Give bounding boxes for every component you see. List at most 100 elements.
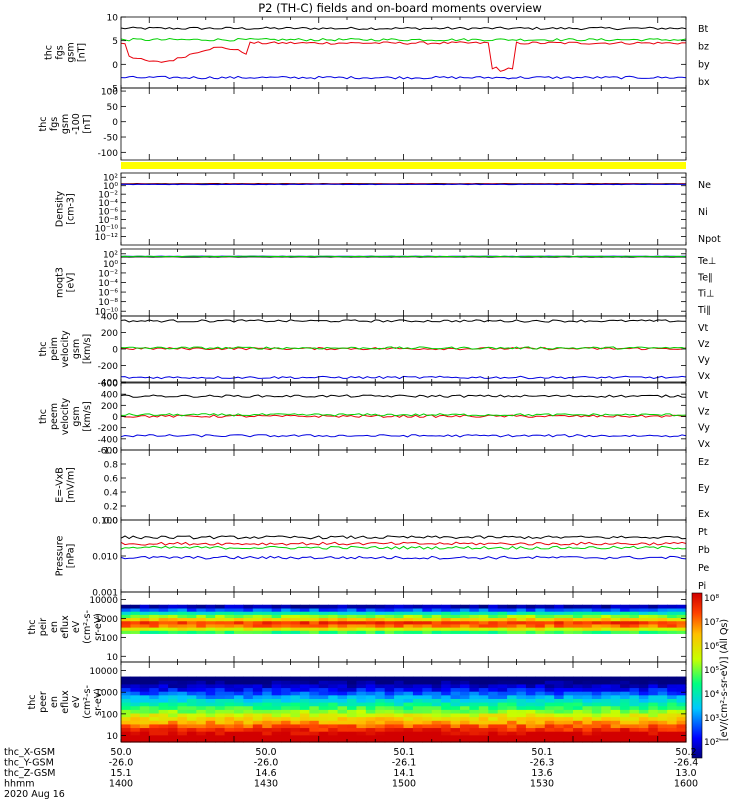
heatmap-cell: [516, 723, 527, 729]
heatmap-cell: [299, 709, 310, 714]
y-axis-label: Density: [55, 191, 66, 227]
heatmap-cell: [347, 694, 358, 699]
heatmap-cell: [431, 702, 442, 707]
heatmap-cell: [676, 604, 687, 609]
heatmap-cell: [234, 687, 245, 692]
ephemeris-label: thc_Y-GSM: [4, 758, 54, 769]
legend-bx: bx: [698, 77, 710, 88]
heatmap-cell: [441, 676, 452, 681]
heatmap-cell: [224, 683, 235, 689]
heatmap-cell: [281, 607, 292, 612]
heatmap-cell: [130, 604, 141, 609]
heatmap-cell: [243, 683, 254, 689]
heatmap-cell: [431, 731, 442, 736]
heatmap-cell: [328, 614, 339, 619]
heatmap-cell: [422, 734, 433, 739]
heatmap-cell: [601, 738, 612, 743]
heatmap-cell: [149, 691, 160, 696]
heatmap-cell: [262, 716, 273, 721]
heatmap-cell: [469, 709, 480, 714]
heatmap-cell: [252, 723, 263, 729]
y-tick-label: 0.4: [104, 489, 119, 499]
heatmap-cell: [676, 731, 687, 736]
heatmap-cell: [516, 614, 527, 619]
heatmap-cell: [591, 614, 602, 619]
heatmap-cell: [516, 712, 527, 718]
heatmap-cell: [412, 727, 423, 732]
heatmap-cell: [478, 702, 489, 707]
series-line-Vy: [121, 413, 687, 417]
heatmap-cell: [573, 687, 584, 692]
heatmap-cell: [224, 702, 235, 707]
heatmap-cell: [337, 709, 348, 714]
heatmap-cell: [186, 611, 197, 615]
heatmap-cell: [356, 691, 367, 696]
heatmap-cell: [384, 727, 395, 732]
heatmap-cell: [525, 680, 536, 685]
heatmap-cell: [667, 712, 678, 718]
heatmap-cell: [431, 617, 442, 622]
heatmap-cell: [507, 607, 518, 612]
y-axis-label: fgs: [55, 45, 66, 59]
heatmap-cell: [582, 723, 593, 729]
y-tick-label: -200: [98, 362, 119, 372]
heatmap-cell: [347, 727, 358, 732]
heatmap-cell: [347, 709, 358, 714]
heatmap-cell: [431, 694, 442, 699]
heatmap-cell: [299, 630, 310, 634]
heatmap-cell: [337, 691, 348, 696]
heatmap-cell: [507, 698, 518, 703]
heatmap-cell: [158, 687, 169, 692]
heatmap-cell: [620, 712, 631, 718]
heatmap-cell: [290, 694, 301, 699]
heatmap-cell: [328, 676, 339, 681]
heatmap-cell: [158, 731, 169, 736]
heatmap-cell: [384, 723, 395, 729]
heatmap-cell: [309, 630, 320, 634]
heatmap-cell: [403, 705, 414, 710]
heatmap-cell: [139, 604, 150, 609]
heatmap-cell: [478, 698, 489, 703]
ephemeris-value: -26.1: [392, 758, 417, 769]
heatmap-cell: [262, 617, 273, 622]
heatmap-cell: [290, 617, 301, 622]
y-axis-label: thc: [27, 695, 38, 710]
heatmap-cell: [139, 683, 150, 689]
heatmap-cell: [601, 676, 612, 681]
heatmap-cell: [525, 683, 536, 689]
heatmap-cell: [573, 734, 584, 739]
heatmap-cell: [347, 687, 358, 692]
heatmap-cell: [281, 694, 292, 699]
heatmap-cell: [243, 680, 254, 685]
heatmap-cell: [365, 617, 376, 622]
heatmap-cell: [629, 705, 640, 710]
heatmap-cell: [544, 698, 555, 703]
heatmap-cell: [544, 617, 555, 622]
heatmap-cell: [422, 727, 433, 732]
heatmap-cell: [525, 727, 536, 732]
heatmap-cell: [299, 691, 310, 696]
heatmap-cell: [544, 604, 555, 609]
heatmap-cell: [299, 738, 310, 743]
heatmap-cell: [412, 702, 423, 707]
heatmap-cell: [337, 620, 348, 625]
heatmap-cell: [497, 738, 508, 743]
heatmap-cell: [328, 694, 339, 699]
heatmap-cell: [177, 604, 188, 609]
heatmap-cell: [450, 687, 461, 692]
heatmap-cell: [620, 694, 631, 699]
heatmap-cell: [158, 705, 169, 710]
heatmap-cell: [667, 723, 678, 729]
heatmap-cell: [620, 676, 631, 681]
heatmap-cell: [215, 709, 226, 714]
heatmap-cell: [384, 623, 395, 628]
heatmap-cell: [262, 676, 273, 681]
heatmap-cell: [318, 676, 329, 681]
heatmap-cell: [610, 694, 621, 699]
heatmap-cell: [469, 614, 480, 619]
series-line-Vx: [120, 434, 687, 438]
heatmap-cell: [620, 617, 631, 622]
heatmap-cell: [318, 683, 329, 689]
heatmap-cell: [309, 694, 320, 699]
heatmap-cell: [676, 627, 687, 631]
